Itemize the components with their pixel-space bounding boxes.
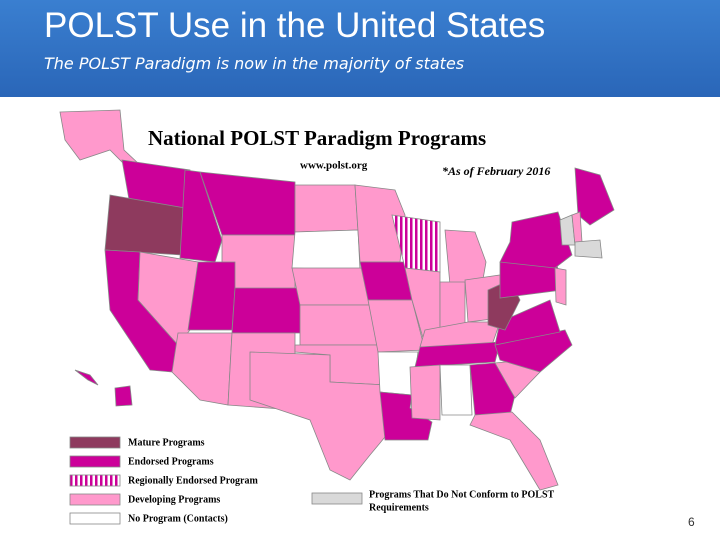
- state: [494, 299, 561, 346]
- map: National POLST Paradigm Programs www.pol…: [59, 109, 615, 525]
- state: [419, 321, 501, 348]
- legend-label: Requirements: [369, 502, 429, 513]
- legend-swatch: [69, 436, 121, 449]
- legend-swatch: [69, 493, 121, 506]
- state: [359, 261, 413, 301]
- legend: Mature Programs Endorsed Programs Regional…: [69, 436, 258, 525]
- state: [171, 332, 233, 406]
- state: [574, 167, 615, 226]
- states: [59, 109, 615, 491]
- state: [291, 229, 361, 271]
- slide-subtitle: The POLST Paradigm is now in the majorit…: [44, 54, 465, 73]
- state: [439, 364, 473, 416]
- state: [469, 411, 559, 491]
- state: [114, 385, 133, 407]
- legend-swatch: [69, 474, 121, 487]
- state: [299, 304, 383, 346]
- slide-title: POLST Use in the United States: [44, 6, 546, 45]
- state: [444, 229, 487, 286]
- state: [179, 169, 223, 263]
- legend-label: Endorsed Programs: [128, 456, 214, 467]
- legend-swatch: [69, 455, 121, 468]
- state: [409, 364, 441, 421]
- state: [469, 362, 516, 416]
- map-title: National POLST Paradigm Programs: [148, 126, 486, 150]
- state: [249, 351, 396, 481]
- map-website: www.polst.org: [300, 160, 368, 172]
- state: [231, 287, 306, 334]
- state: [554, 267, 567, 306]
- legend-label: Regionally Endorsed Program: [128, 475, 258, 486]
- legend-swatch: [311, 492, 363, 505]
- state: [294, 184, 359, 233]
- state: [74, 369, 99, 386]
- legend-label: Developing Programs: [128, 494, 220, 505]
- state: [414, 341, 501, 368]
- legend-label: Mature Programs: [128, 437, 205, 448]
- map-date: *As of February 2016: [442, 164, 550, 178]
- state: [574, 239, 603, 259]
- legend-label: No Program (Contacts): [128, 513, 228, 524]
- legend-swatch: [69, 512, 121, 525]
- header-bar: POLST Use in the United States The POLST…: [0, 0, 720, 97]
- legend-label: Programs That Do Not Conform to POLST: [369, 489, 555, 500]
- page-number: 6: [688, 515, 695, 529]
- state: [59, 109, 141, 169]
